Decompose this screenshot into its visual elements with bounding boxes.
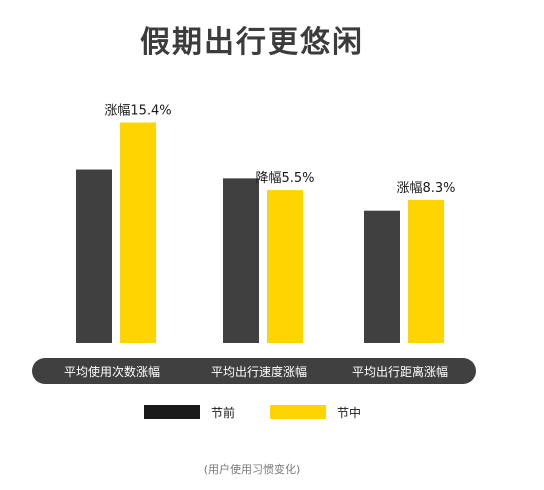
bar-during-1 — [120, 122, 156, 343]
chart-title: 假期出行更悠闲 — [140, 25, 364, 60]
bars-group — [76, 122, 444, 343]
bar-during-2 — [267, 190, 303, 343]
category-label-1: 平均使用次数涨幅 — [64, 364, 160, 379]
footnote: (用户使用习惯变化) — [204, 462, 301, 476]
bar-during-3 — [408, 199, 444, 343]
legend: 节前 节中 — [144, 405, 361, 420]
legend-label-before: 节前 — [211, 405, 235, 420]
legend-label-during: 节中 — [337, 405, 361, 420]
bar-annotation-3: 涨幅8.3% — [396, 181, 455, 196]
bar-before-1 — [76, 169, 112, 343]
category-labels: 平均使用次数涨幅 平均出行速度涨幅 平均出行距离涨幅 — [64, 364, 448, 379]
category-label-3: 平均出行距离涨幅 — [352, 364, 448, 379]
legend-swatch-during — [270, 405, 326, 419]
bar-annotation-2: 降幅5.5% — [255, 171, 314, 186]
bar-before-2 — [223, 178, 259, 343]
legend-swatch-before — [144, 405, 200, 419]
annotations-group: 涨幅15.4% 降幅5.5% 涨幅8.3% — [104, 104, 455, 196]
category-band — [32, 358, 476, 384]
bar-before-3 — [364, 210, 400, 343]
category-label-2: 平均出行速度涨幅 — [211, 364, 307, 379]
bar-annotation-1: 涨幅15.4% — [104, 104, 171, 119]
